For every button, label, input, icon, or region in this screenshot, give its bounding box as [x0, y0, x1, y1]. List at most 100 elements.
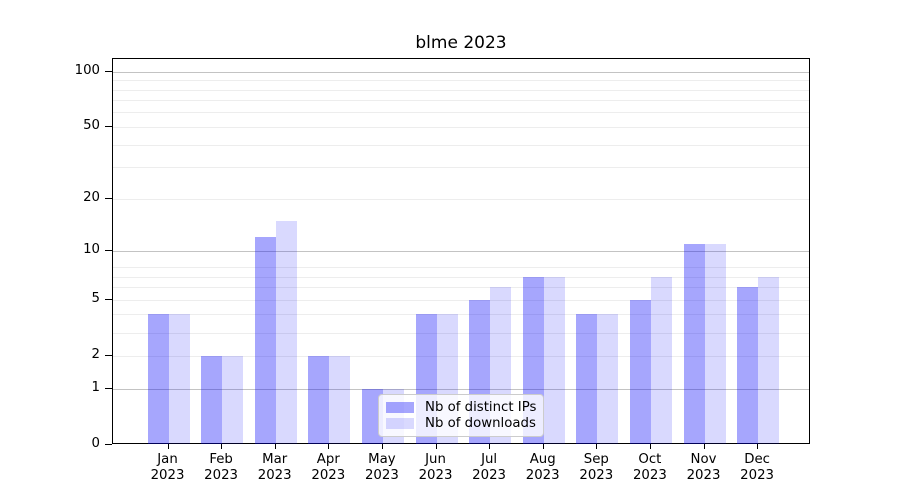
legend-label: Nb of downloads [425, 416, 536, 431]
minor-gridline [113, 112, 809, 114]
legend-item: Nb of distinct IPs [386, 400, 536, 415]
x-tick-month: Jan [157, 452, 178, 467]
x-tick-label: Aug 2023 [511, 452, 575, 484]
bar-downloads [704, 243, 726, 445]
major-gridline [113, 250, 809, 252]
x-tick-month: Nov [690, 452, 717, 467]
x-tick-month: Mar [262, 452, 288, 467]
legend-swatch [386, 418, 414, 429]
y-tick-mark [105, 387, 112, 389]
x-tick-mark [435, 444, 437, 449]
minor-gridline [113, 287, 809, 289]
legend-item: Nb of downloads [386, 416, 536, 431]
minor-gridline [113, 80, 809, 82]
x-tick-year: 2023 [204, 468, 239, 483]
x-tick-month: Feb [209, 452, 233, 467]
x-tick-mark [328, 444, 330, 449]
bar-downloads [543, 276, 565, 445]
x-tick-year: 2023 [740, 468, 775, 483]
x-tick-year: 2023 [364, 468, 399, 483]
bar-downloads [758, 276, 780, 445]
x-tick-mark [703, 444, 705, 449]
x-tick-mark [596, 444, 598, 449]
x-tick-label: Mar 2023 [243, 452, 307, 484]
y-tick-label: 1 [91, 380, 100, 395]
bar-distinct-ips [147, 314, 169, 445]
y-tick-label: 5 [91, 291, 100, 307]
minor-gridline [113, 267, 809, 268]
y-tick-mark [105, 125, 112, 128]
x-tick-mark [167, 444, 169, 449]
x-tick-month: Oct [638, 452, 662, 467]
bar-downloads [650, 276, 672, 445]
bar-downloads [275, 220, 297, 445]
y-tick-mark [105, 249, 112, 251]
y-tick-label: 10 [83, 242, 100, 258]
minor-gridline [113, 89, 809, 91]
minor-gridline [113, 299, 809, 301]
y-tick-label: 2 [91, 347, 100, 363]
y-tick-mark [105, 197, 112, 199]
y-tick-mark [105, 443, 112, 445]
x-tick-mark [542, 444, 544, 449]
bar-distinct-ips [254, 237, 276, 445]
x-tick-year: 2023 [632, 468, 667, 483]
chart-title: blme 2023 [415, 33, 507, 53]
x-tick-mark [381, 444, 384, 449]
y-tick-label: 20 [83, 190, 100, 206]
x-tick-label: Dec 2023 [725, 452, 789, 484]
bar-distinct-ips [629, 299, 651, 445]
legend-swatch [386, 402, 414, 413]
x-tick-mark [489, 444, 491, 449]
bar-downloads [222, 355, 244, 445]
y-tick-label: 50 [83, 118, 100, 134]
x-tick-month: Dec [744, 452, 770, 467]
legend: Nb of distinct IPs Nb of downloads [378, 394, 544, 437]
x-tick-year: 2023 [150, 468, 185, 483]
x-tick-month: Aug [529, 452, 556, 467]
major-gridline [113, 71, 809, 73]
bar-downloads [168, 314, 190, 445]
bar-distinct-ips [308, 355, 330, 445]
minor-gridline [113, 355, 809, 357]
x-tick-label: Jan 2023 [136, 452, 200, 484]
minor-gridline [113, 332, 809, 334]
x-tick-label: Sep 2023 [564, 452, 628, 484]
minor-gridline [113, 198, 809, 200]
bar-distinct-ips [576, 314, 598, 445]
x-tick-mark [757, 444, 759, 449]
y-tick-label: 100 [74, 63, 100, 79]
x-tick-year: 2023 [579, 468, 614, 483]
x-tick-year: 2023 [418, 468, 453, 483]
minor-gridline [113, 144, 809, 146]
x-tick-mark [274, 444, 276, 449]
y-tick-mark [105, 298, 112, 300]
x-tick-year: 2023 [686, 468, 721, 483]
x-tick-month: Jul [481, 452, 498, 467]
bar-distinct-ips [361, 388, 383, 445]
x-tick-month: May [368, 452, 396, 467]
minor-gridline [113, 314, 809, 316]
x-tick-label: Nov 2023 [672, 452, 736, 484]
x-tick-year: 2023 [525, 468, 560, 483]
x-tick-label: Apr 2023 [296, 452, 360, 484]
x-tick-mark [221, 444, 223, 449]
x-tick-month: Sep [583, 452, 609, 467]
x-tick-label: Jul 2023 [457, 452, 521, 484]
bar-distinct-ips [737, 287, 759, 445]
bar-distinct-ips [683, 243, 705, 445]
x-tick-mark [649, 444, 652, 449]
x-tick-label: Feb 2023 [189, 452, 253, 484]
x-tick-label: May 2023 [350, 452, 414, 484]
bar-downloads [597, 314, 619, 445]
x-tick-month: Jun [425, 452, 446, 467]
minor-gridline [113, 126, 809, 128]
x-tick-label: Oct 2023 [618, 452, 682, 484]
minor-gridline [113, 100, 809, 102]
x-tick-month: Apr [316, 452, 340, 467]
y-tick-mark [105, 354, 112, 356]
plot-area [112, 58, 810, 445]
bar-distinct-ips [201, 355, 223, 445]
minor-gridline [113, 167, 809, 169]
